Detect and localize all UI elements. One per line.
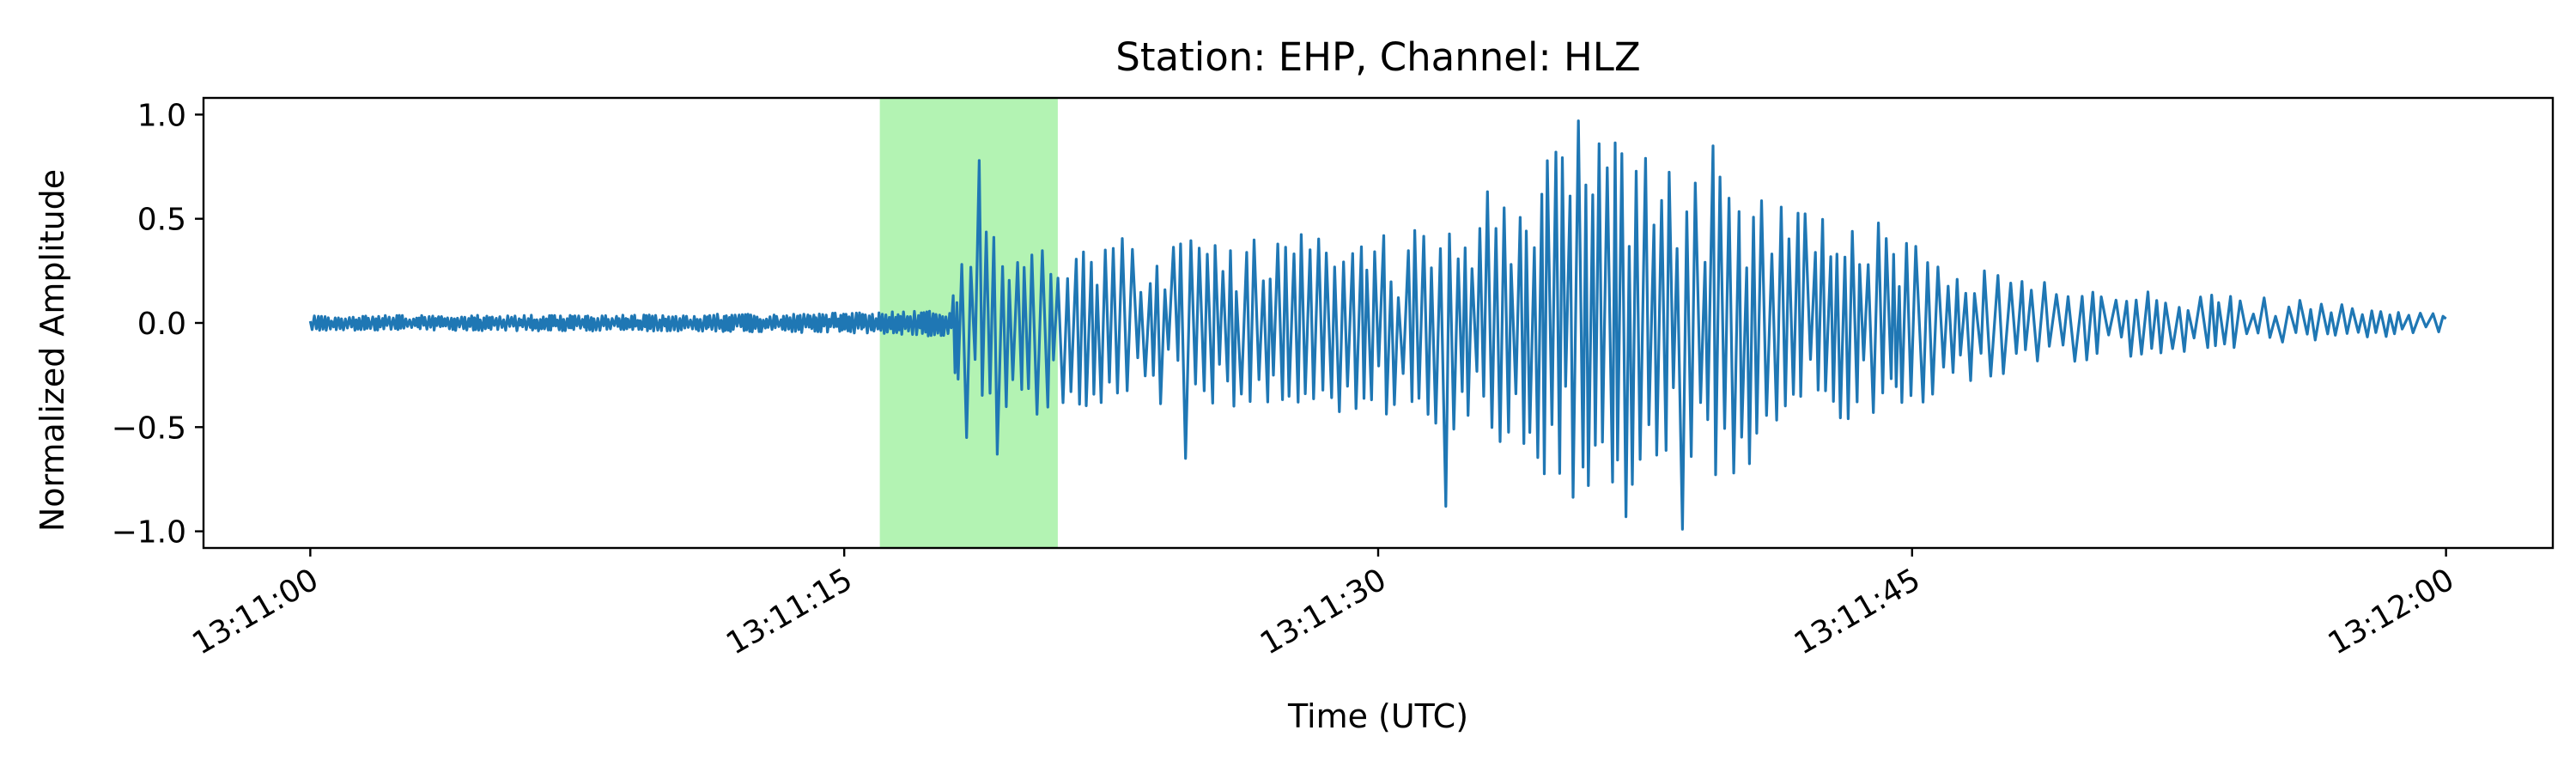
y-tick-label: 0.5 <box>137 203 186 238</box>
y-tick-label: 0.0 <box>137 307 186 342</box>
y-tick-label: −0.5 <box>112 411 186 446</box>
x-axis-label: Time (UTC) <box>1287 697 1468 735</box>
y-tick-label: −1.0 <box>112 515 186 551</box>
plot-frame <box>202 96 2555 550</box>
chart-title: Station: EHP, Channel: HLZ <box>1115 34 1640 80</box>
waveform-trace <box>308 119 2447 531</box>
y-axis-label: Normalized Amplitude <box>33 169 71 532</box>
y-tick-label: 1.0 <box>137 98 186 133</box>
y-axis: 1.0 0.5 0.0 −0.5 −1.0 <box>112 98 204 551</box>
